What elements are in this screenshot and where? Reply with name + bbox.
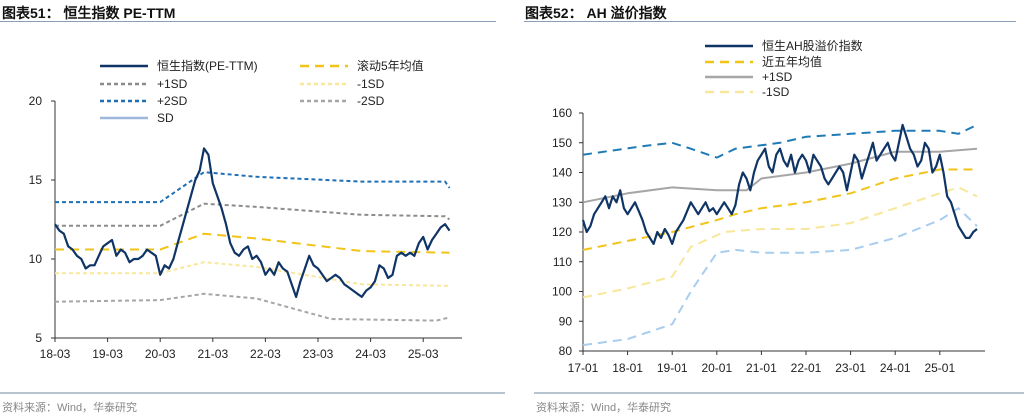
y-tick-label: 110: [553, 255, 572, 269]
series-line-4: [582, 123, 978, 159]
y-tick-label: 120: [552, 225, 572, 239]
legend-label: SD: [157, 111, 174, 125]
chart-title-left: 图表51： 恒生指数 PE-TTM: [2, 5, 176, 21]
series-line-1: [582, 168, 977, 251]
footer-rule-left: [0, 392, 505, 394]
legend-label: 恒生AH股溢价指数: [762, 38, 863, 53]
legend-label: 滚动5年均值: [357, 58, 424, 73]
series-line-0: [54, 147, 451, 298]
source-note-right: 资料来源：Wind，华泰研究: [536, 402, 672, 414]
legend-label: -1SD: [357, 77, 385, 91]
chart-left: 5 10 15 20 18-03 19-03 20-03 21-03 22-03 23-03 24-…: [29, 58, 462, 361]
source-note-left: 资料来源：Wind，华泰研究: [2, 402, 138, 414]
legend-label: -2SD: [357, 94, 385, 108]
x-tick-label: 18-03: [40, 347, 71, 361]
series-line-0: [581, 123, 978, 245]
title-rule-left: [0, 21, 496, 22]
x-tick-label: 22-03: [250, 347, 281, 361]
x-tick-label: 17-01: [568, 361, 599, 375]
x-tick-label: 22-01: [791, 361, 822, 375]
y-tick-label: 90: [559, 314, 573, 328]
y-tick-label: 160: [552, 106, 572, 120]
legend-label: +2SD: [157, 94, 188, 108]
series-line-3: [582, 186, 978, 299]
x-tick-label: 25-01: [924, 361, 955, 375]
x-tick-label: 19-01: [657, 361, 688, 375]
y-tick-label: 80: [559, 344, 573, 358]
y-tick-label: 140: [552, 166, 572, 180]
x-tick-label: 25-03: [408, 347, 439, 361]
x-tick-label: 19-03: [92, 347, 123, 361]
x-tick-label: 24-03: [355, 347, 386, 361]
x-tick-label: 24-01: [880, 361, 911, 375]
series-line-4: [55, 171, 451, 204]
series-line-5: [582, 207, 978, 347]
y-tick-label: 15: [29, 173, 43, 187]
legend-label: 恒生指数(PE-TTM): [157, 58, 258, 73]
chart-right: 80 90 100 110 120 130 140 150 160 17-01 18-01 19-01…: [552, 38, 985, 375]
y-tick-label: 130: [552, 195, 572, 209]
chart-title-right: 图表52： AH 溢价指数: [525, 5, 667, 21]
x-tick-label: 23-03: [303, 347, 334, 361]
y-tick-label: 5: [35, 331, 42, 345]
x-tick-label: 21-01: [746, 361, 777, 375]
x-tick-label: 20-03: [145, 347, 176, 361]
y-tick-label: 100: [552, 285, 572, 299]
x-tick-label: 18-01: [612, 361, 643, 375]
series-line-2: [582, 147, 978, 204]
x-tick-label: 20-01: [701, 361, 732, 375]
legend-label: -1SD: [762, 85, 790, 99]
legend-label: +1SD: [157, 77, 188, 91]
series-line-3: [55, 261, 450, 287]
footer-rule-right: [534, 392, 1024, 394]
y-tick-label: 150: [552, 136, 572, 150]
title-rule-right: [524, 21, 1016, 22]
y-tick-label: 20: [29, 94, 43, 108]
legend-label: +1SD: [762, 70, 793, 84]
series-line-5: [54, 292, 450, 322]
series-line-2: [55, 202, 451, 227]
x-tick-label: 23-01: [835, 361, 866, 375]
x-tick-label: 21-03: [197, 347, 228, 361]
y-tick-label: 10: [29, 252, 43, 266]
legend-label: 近五年均值: [762, 54, 822, 69]
